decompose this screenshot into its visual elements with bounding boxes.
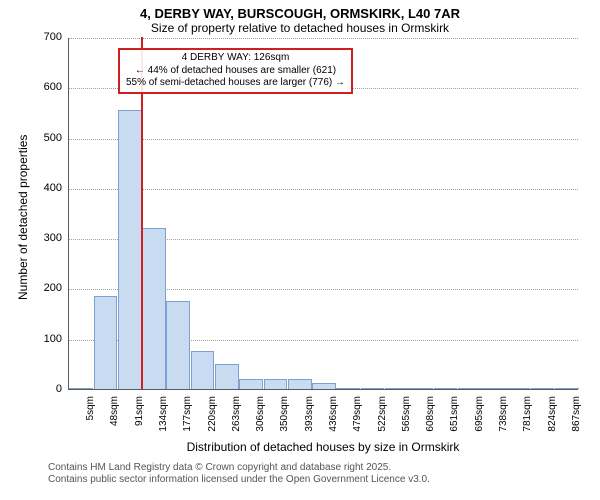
- xtick-label: 436sqm: [328, 396, 339, 446]
- histogram-bar: [118, 110, 142, 389]
- xtick-label: 867sqm: [571, 396, 582, 446]
- histogram-bar: [409, 388, 433, 390]
- histogram-bar: [531, 388, 555, 389]
- histogram-bar: [239, 379, 263, 389]
- xtick-label: 479sqm: [352, 396, 363, 446]
- footer-line: Contains public sector information licen…: [48, 474, 430, 486]
- xtick-label: 393sqm: [304, 396, 315, 446]
- histogram-bar: [482, 388, 506, 389]
- xtick-label: 738sqm: [498, 396, 509, 446]
- xtick-label: 781sqm: [522, 396, 533, 446]
- histogram-bar: [336, 388, 360, 390]
- footer-text: Contains HM Land Registry data © Crown c…: [48, 462, 430, 486]
- ytick-label: 0: [32, 383, 62, 395]
- histogram-bar: [69, 388, 93, 389]
- histogram-bar: [312, 383, 336, 389]
- xtick-label: 608sqm: [425, 396, 436, 446]
- histogram-bar: [458, 388, 482, 389]
- histogram-bar: [215, 364, 239, 389]
- annotation-box: 4 DERBY WAY: 126sqm← 44% of detached hou…: [118, 48, 353, 94]
- histogram-bar: [361, 388, 385, 390]
- xtick-label: 5sqm: [85, 396, 96, 446]
- ytick-label: 400: [32, 182, 62, 194]
- histogram-bar: [94, 296, 118, 389]
- annotation-line: 4 DERBY WAY: 126sqm: [126, 52, 345, 65]
- footer-line: Contains HM Land Registry data © Crown c…: [48, 462, 430, 474]
- xtick-label: 177sqm: [182, 396, 193, 446]
- xtick-label: 695sqm: [474, 396, 485, 446]
- histogram-bar: [434, 388, 458, 389]
- xtick-label: 651sqm: [449, 396, 460, 446]
- xtick-label: 220sqm: [207, 396, 218, 446]
- xtick-label: 91sqm: [134, 396, 145, 446]
- ytick-label: 100: [32, 333, 62, 345]
- histogram-bar: [142, 228, 166, 389]
- x-axis-label: Distribution of detached houses by size …: [68, 440, 578, 454]
- xtick-label: 263sqm: [231, 396, 242, 446]
- gridline: [69, 189, 578, 190]
- histogram-chart: 0 100 200 300 400 500 600 700 5sqm 48sqm 91sqm 134s…: [0, 0, 600, 500]
- histogram-bar: [385, 388, 409, 389]
- xtick-label: 522sqm: [377, 396, 388, 446]
- xtick-label: 350sqm: [279, 396, 290, 446]
- ytick-label: 300: [32, 232, 62, 244]
- histogram-bar: [555, 388, 579, 389]
- histogram-bar: [288, 379, 312, 389]
- histogram-bar: [264, 379, 288, 389]
- xtick-label: 134sqm: [158, 396, 169, 446]
- ytick-label: 200: [32, 282, 62, 294]
- ytick-label: 500: [32, 132, 62, 144]
- annotation-line: ← 44% of detached houses are smaller (62…: [126, 65, 345, 78]
- ytick-label: 600: [32, 81, 62, 93]
- gridline: [69, 139, 578, 140]
- xtick-label: 565sqm: [401, 396, 412, 446]
- ytick-label: 700: [32, 31, 62, 43]
- histogram-bar: [506, 388, 530, 389]
- xtick-label: 48sqm: [109, 396, 120, 446]
- gridline: [69, 38, 578, 39]
- xtick-label: 824sqm: [547, 396, 558, 446]
- xtick-label: 306sqm: [255, 396, 266, 446]
- histogram-bar: [191, 351, 215, 389]
- annotation-line: 55% of semi-detached houses are larger (…: [126, 77, 345, 90]
- histogram-bar: [166, 301, 190, 389]
